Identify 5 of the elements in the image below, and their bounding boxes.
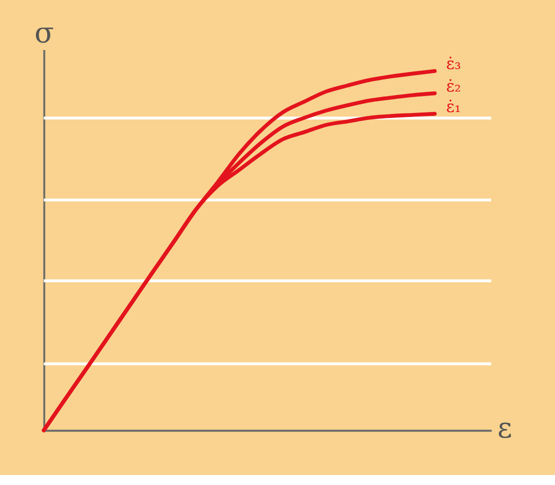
series-label: ε̇₁ bbox=[446, 96, 462, 116]
x-axis-title: ε bbox=[497, 410, 512, 444]
series-label: ε̇₂ bbox=[446, 76, 462, 96]
series-label: ε̇₃ bbox=[446, 54, 462, 74]
y-axis-title: σ bbox=[34, 15, 54, 50]
